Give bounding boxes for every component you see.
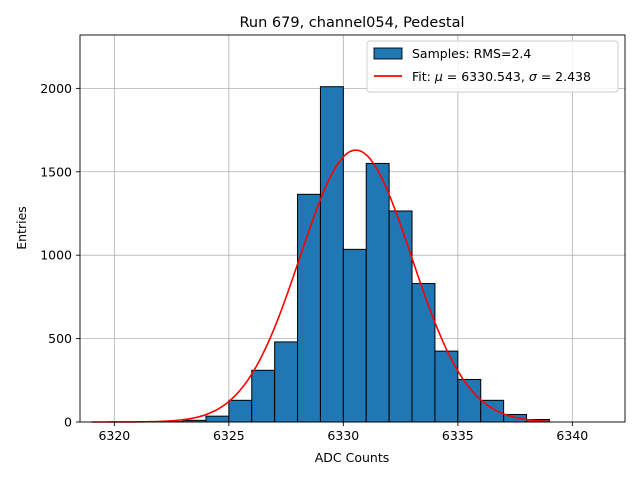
histogram-bar <box>457 378 482 423</box>
legend-fit-mid: = 6330.543, <box>443 69 529 84</box>
y-tick-label: 0 <box>64 415 72 430</box>
chart-title: Run 679, channel054, Pedestal <box>239 15 464 31</box>
legend-histogram-label: Samples: RMS=2.4 <box>412 46 531 61</box>
fit-curve <box>91 149 550 423</box>
x-tick-label: 6325 <box>213 428 245 443</box>
x-axis-label: ADC Counts <box>315 450 390 465</box>
x-tick-label: 6335 <box>442 428 474 443</box>
legend: Samples: RMS=2.4 Fit: μ = 6330.543, σ = … <box>366 40 619 93</box>
histogram-bars <box>136 86 550 423</box>
histogram-bar <box>411 283 436 423</box>
y-axis-label: Entries <box>14 206 29 250</box>
histogram-bar <box>251 369 276 423</box>
histogram-bar <box>205 415 230 423</box>
legend-box <box>366 40 619 93</box>
x-tick-label: 6330 <box>327 428 359 443</box>
legend-histogram-swatch <box>373 47 403 60</box>
y-tick-label: 1000 <box>40 248 72 263</box>
legend-fit-mu: μ <box>434 69 443 84</box>
legend-fit-label: Fit: μ = 6330.543, σ = 2.438 <box>412 69 591 84</box>
y-tick-label: 1500 <box>40 164 72 179</box>
y-axis-ticks: 0 500 1000 1500 2000 <box>40 81 80 430</box>
histogram-bar <box>228 399 253 423</box>
histogram-bar <box>388 210 413 423</box>
y-tick-label: 500 <box>48 331 72 346</box>
legend-fit-sigma: σ <box>529 69 538 84</box>
x-tick-label: 6340 <box>556 428 588 443</box>
histogram-bar <box>319 86 344 423</box>
histogram-bar <box>342 248 367 423</box>
x-axis-ticks: 6320 6325 6330 6335 6340 <box>98 422 588 443</box>
histogram-bar <box>274 341 299 423</box>
y-tick-label: 2000 <box>40 81 72 96</box>
histogram-bar <box>434 350 459 423</box>
histogram-bar <box>365 162 390 423</box>
plot-frame <box>79 34 626 423</box>
legend-fit-prefix: Fit: <box>412 69 435 84</box>
legend-fit-suffix: = 2.438 <box>537 69 591 84</box>
x-tick-label: 6320 <box>98 428 130 443</box>
